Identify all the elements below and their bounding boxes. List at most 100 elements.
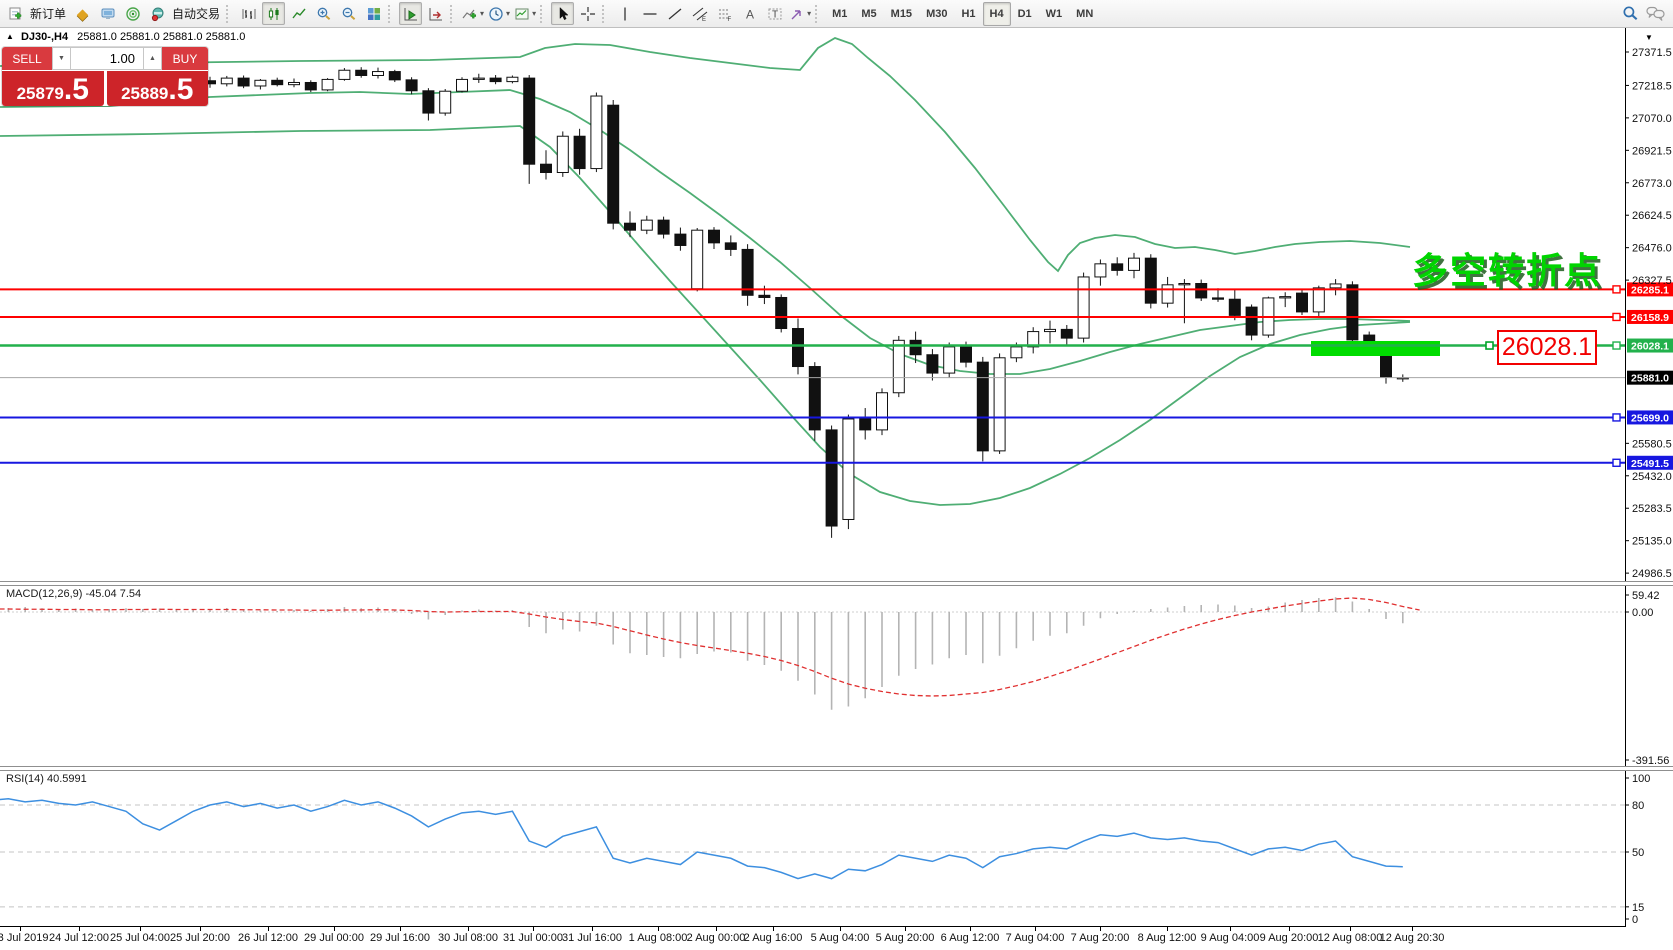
timeframe-m1-button[interactable]: M1	[832, 7, 848, 20]
time-tick-label: 7 Aug 20:00	[1070, 932, 1130, 944]
time-tick	[592, 926, 593, 931]
time-tick-label: 26 Jul 12:00	[238, 932, 298, 944]
timeframe-m15-button[interactable]: M15	[890, 7, 913, 20]
fibonacci-icon[interactable]: F	[713, 2, 736, 25]
time-tick	[533, 926, 534, 931]
price-tick-label: 27070.0	[1632, 113, 1672, 125]
time-tick	[468, 926, 469, 931]
price-tick-label: 25283.5	[1632, 503, 1672, 515]
auto-scroll-icon[interactable]	[399, 2, 423, 25]
price-tick-label: 26773.0	[1632, 178, 1672, 190]
timeframe-m30-button[interactable]: M30	[926, 7, 948, 20]
chat-icon[interactable]	[1644, 2, 1667, 25]
time-tick	[1412, 926, 1413, 931]
rsi-pane-canvas[interactable]: 100 80 50 150	[0, 771, 1673, 926]
time-tick-label: 24 Jul 12:00	[49, 932, 109, 944]
price-tick-label: 24986.5	[1632, 568, 1672, 580]
pane-separator-macd[interactable]	[0, 581, 1673, 586]
chart-title: ▲ DJ30-,H4 25881.0 25881.0 25881.0 25881…	[6, 31, 245, 43]
pane-separator-rsi[interactable]	[0, 766, 1673, 771]
chart-annotation-text[interactable]: 多空转折点	[1412, 250, 1603, 291]
marketwatch-icon[interactable]: ◆	[71, 2, 94, 25]
time-tick	[840, 926, 841, 931]
timeframe-mn-button[interactable]: MN	[1076, 7, 1094, 20]
volume-decrease-button[interactable]: ▼	[52, 47, 71, 70]
data-window-icon[interactable]	[96, 2, 119, 25]
timeframe-d1-button[interactable]: D1	[1017, 7, 1032, 20]
text-icon[interactable]: A	[738, 2, 761, 25]
crosshair-icon[interactable]	[576, 2, 599, 25]
horizontal-line-icon[interactable]	[638, 2, 661, 25]
timeframe-h1-button[interactable]: H1	[961, 7, 976, 20]
signal-icon[interactable]	[121, 2, 144, 25]
toolbar-handle	[226, 4, 232, 23]
new-order-button[interactable]	[4, 2, 27, 25]
volume-increase-button[interactable]: ▲	[143, 47, 162, 70]
buy-price-button[interactable]: 25889 .5	[106, 71, 208, 106]
line-chart-icon[interactable]	[287, 2, 310, 25]
rsi-tick-label: 0	[1632, 914, 1638, 926]
time-tick	[1100, 926, 1101, 931]
time-tick	[716, 926, 717, 931]
time-tick	[1230, 926, 1231, 931]
highlight-zone[interactable]	[1311, 341, 1440, 356]
toolbar-handle	[602, 4, 608, 23]
level-axis-label: 25881.0	[1631, 373, 1669, 385]
volume-input[interactable]: 1.00	[71, 47, 143, 70]
timeframe-m5-button[interactable]: M5	[861, 7, 877, 20]
channel-icon[interactable]: E	[688, 2, 711, 25]
chart-template-icon[interactable]: ▾	[513, 2, 537, 25]
zoom-in-icon[interactable]	[312, 2, 335, 25]
bar-chart-icon[interactable]	[237, 2, 260, 25]
timeframe-w1-button[interactable]: W1	[1045, 7, 1063, 20]
sell-price-button[interactable]: 25879 .5	[2, 71, 104, 106]
timeframe-h4-button[interactable]: H4	[982, 1, 1011, 26]
sell-price-frac: .5	[63, 73, 89, 106]
macd-pane-canvas[interactable]: 59.42 0.00 -391.56	[0, 586, 1673, 766]
new-order-icon	[8, 6, 24, 22]
time-tick	[20, 926, 21, 931]
indicators-icon[interactable]: ▾	[461, 2, 485, 25]
chart-shift-icon[interactable]	[424, 2, 447, 25]
buy-button[interactable]: BUY	[162, 47, 208, 70]
rsi-label: RSI(14) 40.5991	[6, 773, 87, 785]
time-tick-label: 30 Jul 08:00	[438, 932, 498, 944]
main-chart-canvas[interactable]: 26285.1 26158.9 26028.1 25881.0 25699.0 25491…	[0, 28, 1673, 581]
search-icon[interactable]	[1619, 2, 1642, 25]
zoom-out-icon[interactable]	[337, 2, 360, 25]
price-callout-label[interactable]: 26028.1	[1497, 330, 1597, 365]
buy-price-frac: .5	[168, 73, 194, 106]
dropdown-caret: ▾	[480, 9, 485, 18]
new-order-label[interactable]: 新订单	[30, 7, 67, 21]
price-tick-label: 25135.0	[1632, 536, 1672, 548]
time-tick-label: 2 Aug 00:00	[686, 932, 746, 944]
dropdown-caret: ▾	[506, 9, 511, 18]
time-tick-label: 12 Aug 20:30	[1379, 932, 1445, 944]
svg-text:T: T	[772, 9, 778, 20]
auto-trading-label[interactable]: 自动交易	[172, 7, 221, 21]
one-click-trading-panel: SELL ▼ 1.00 ▲ BUY 25879 .5 25889 .5	[2, 47, 208, 106]
svg-text:E: E	[702, 17, 706, 22]
arrows-icon[interactable]: ▾	[788, 2, 812, 25]
time-tick-label: 1 Aug 08:00	[628, 932, 688, 944]
auto-trading-button[interactable]	[146, 2, 169, 25]
time-tick-label: 25 Jul 20:00	[170, 932, 230, 944]
price-tick-label: 25432.0	[1632, 471, 1672, 483]
time-tick	[1167, 926, 1168, 931]
text-label-icon[interactable]: T	[763, 2, 786, 25]
toolbar-handle	[540, 4, 546, 23]
time-tick	[400, 926, 401, 931]
panel-collapse-arrow[interactable]: ▲	[6, 32, 14, 41]
period-clock-icon[interactable]: ▾	[487, 2, 511, 25]
candlestick-chart-icon[interactable]	[262, 2, 286, 25]
cursor-icon[interactable]	[551, 2, 575, 25]
level-axis-label: 25699.0	[1631, 412, 1669, 424]
rsi-tick-label: 100	[1632, 773, 1650, 785]
trendline-icon[interactable]	[663, 2, 686, 25]
price-tick-label: 26476.0	[1632, 243, 1672, 255]
tile-windows-icon[interactable]	[362, 2, 385, 25]
vertical-line-icon[interactable]	[613, 2, 636, 25]
sell-button[interactable]: SELL	[2, 47, 52, 70]
